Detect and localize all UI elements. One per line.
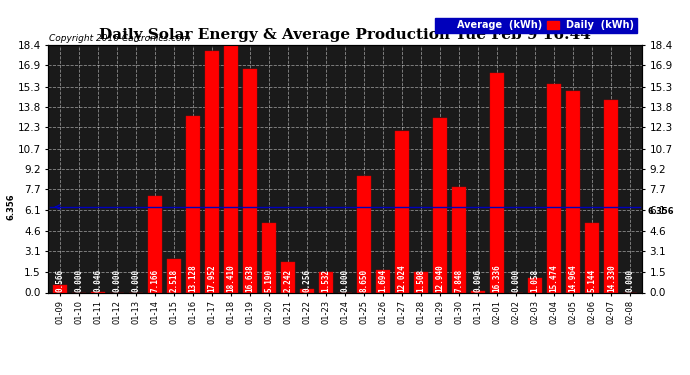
Text: 1.508: 1.508 xyxy=(417,269,426,292)
Text: 2.242: 2.242 xyxy=(284,269,293,292)
Text: 5.190: 5.190 xyxy=(264,269,273,292)
Text: 6.356: 6.356 xyxy=(7,194,16,220)
Bar xyxy=(376,270,390,292)
Bar xyxy=(148,196,162,292)
Bar xyxy=(205,51,219,292)
Title: Daily Solar Energy & Average Production Tue Feb 9 16:44: Daily Solar Energy & Average Production … xyxy=(99,28,591,42)
Bar xyxy=(395,131,409,292)
Bar xyxy=(490,73,504,292)
Text: 0.000: 0.000 xyxy=(512,269,521,292)
Legend: Average  (kWh), Daily  (kWh): Average (kWh), Daily (kWh) xyxy=(435,18,637,33)
Bar xyxy=(433,118,447,292)
Text: 0.000: 0.000 xyxy=(626,269,635,292)
Bar xyxy=(528,278,542,292)
Text: 8.650: 8.650 xyxy=(359,269,368,292)
Text: 16.638: 16.638 xyxy=(246,264,255,292)
Bar xyxy=(167,259,181,292)
Text: 0.046: 0.046 xyxy=(93,269,102,292)
Text: 14.330: 14.330 xyxy=(607,264,615,292)
Text: 7.166: 7.166 xyxy=(150,269,159,292)
Text: 2.518: 2.518 xyxy=(169,269,178,292)
Text: 0.256: 0.256 xyxy=(302,269,311,292)
Bar xyxy=(585,223,600,292)
Text: 0.096: 0.096 xyxy=(473,269,482,292)
Text: 6.356: 6.356 xyxy=(648,207,674,216)
Bar xyxy=(471,291,485,292)
Text: 0.566: 0.566 xyxy=(55,269,64,292)
Bar xyxy=(262,223,276,292)
Bar xyxy=(300,289,314,292)
Text: 18.410: 18.410 xyxy=(226,264,235,292)
Bar xyxy=(357,176,371,292)
Text: 1.694: 1.694 xyxy=(379,269,388,292)
Text: 15.474: 15.474 xyxy=(550,264,559,292)
Text: 14.964: 14.964 xyxy=(569,264,578,292)
Text: 1.058: 1.058 xyxy=(531,269,540,292)
Text: 17.952: 17.952 xyxy=(208,264,217,292)
Bar xyxy=(319,272,333,292)
Text: 0.000: 0.000 xyxy=(131,269,140,292)
Bar xyxy=(452,187,466,292)
Text: 0.000: 0.000 xyxy=(75,269,83,292)
Text: 1.532: 1.532 xyxy=(322,269,331,292)
Bar xyxy=(243,69,257,292)
Text: 0.000: 0.000 xyxy=(340,269,350,292)
Bar xyxy=(547,84,562,292)
Text: 5.144: 5.144 xyxy=(588,269,597,292)
Text: 16.336: 16.336 xyxy=(493,264,502,292)
Text: Copyright 2016 Cartronics.com: Copyright 2016 Cartronics.com xyxy=(50,33,190,42)
Text: 0.000: 0.000 xyxy=(112,269,121,292)
Text: 13.128: 13.128 xyxy=(188,264,197,292)
Bar xyxy=(224,45,238,292)
Bar xyxy=(566,91,580,292)
Bar xyxy=(281,262,295,292)
Bar xyxy=(414,272,428,292)
Bar xyxy=(186,116,200,292)
Bar xyxy=(52,285,67,292)
Text: 12.024: 12.024 xyxy=(397,264,406,292)
Text: 7.848: 7.848 xyxy=(455,269,464,292)
Bar xyxy=(604,100,618,292)
Text: 12.940: 12.940 xyxy=(435,264,444,292)
